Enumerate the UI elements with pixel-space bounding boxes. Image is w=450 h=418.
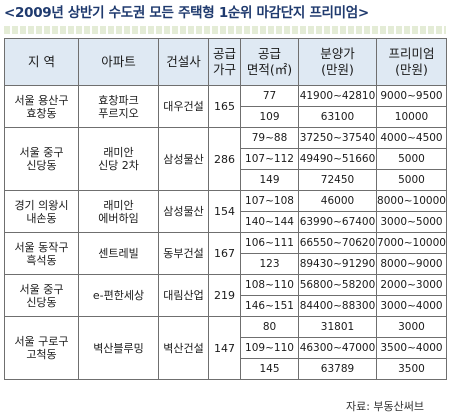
area-cell: 109 (240, 106, 299, 128)
premium-cell: 3500 (376, 358, 447, 380)
price-cell: 46000 (298, 190, 377, 212)
area-cell: 107~112 (240, 148, 299, 170)
area-cell: 146~151 (240, 295, 299, 317)
builder-cell: 삼성물산 (158, 190, 209, 233)
table-row: 109~110 46300~47000 3500~4000 (5, 337, 447, 359)
table-row: 140~144 63990~67400 3000~5000 (5, 211, 447, 233)
apartment-cell: e-편한세상 (78, 274, 159, 317)
table-row: 145 63789 3500 (5, 358, 447, 380)
area-cell: 79~88 (240, 127, 299, 149)
table-body: 서울 용산구 효창동 효창파크 푸르지오 대우건설 165 77 41900~42810 900… (4, 85, 447, 380)
apartment-cell: 센트레빌 (78, 232, 159, 275)
price-cell: 63100 (298, 106, 377, 128)
builder-cell: 벽산건설 (158, 316, 209, 380)
decorative-rule (4, 26, 446, 34)
area-cell: 109~110 (240, 337, 299, 359)
region-cell: 서울 동작구 흑석동 (4, 232, 79, 275)
premium-cell: 10000 (376, 106, 447, 128)
header-builder: 건설사 (158, 38, 209, 86)
apartment-cell: 래미안 신당 2차 (78, 127, 159, 191)
area-cell: 80 (240, 316, 299, 338)
region-cell: 서울 용산구 효창동 (4, 85, 79, 128)
builder-cell: 동부건설 (158, 232, 209, 275)
price-cell: 89430~91290 (298, 253, 377, 275)
header-region: 지 역 (4, 38, 79, 86)
area-cell: 145 (240, 358, 299, 380)
price-cell: 46300~47000 (298, 337, 377, 359)
premium-table: 지 역 아파트 건설사 공급 가구 공급 면적(㎡) 분양가 (만원) 프리미엄 (만원) 서울 용… (4, 38, 447, 380)
premium-cell: 8000~10000 (376, 190, 447, 212)
area-cell: 107~108 (240, 190, 299, 212)
premium-cell: 9000~9500 (376, 85, 447, 107)
units-cell: 167 (208, 232, 241, 275)
apartment-cell: 래미안 에버하임 (78, 190, 159, 233)
table-row: 서울 중구 신당동 e-편한세상 대림산업 219 108~110 56800~58200 2… (4, 274, 447, 317)
premium-cell: 4000~4500 (376, 127, 447, 149)
header-row: 지 역 아파트 건설사 공급 가구 공급 면적(㎡) 분양가 (만원) 프리미엄 (만원) (4, 38, 447, 86)
premium-cell: 8000~9000 (376, 253, 447, 275)
units-cell: 219 (208, 274, 241, 317)
units-cell: 286 (208, 127, 241, 191)
premium-cell: 3000 (376, 316, 447, 338)
price-cell: 84400~88300 (298, 295, 377, 317)
price-cell: 66550~70620 (298, 232, 377, 254)
table-row: 서울 중구 신당동 래미안 신당 2차 삼성물산 286 79~88 37250~37540 4… (4, 127, 447, 191)
header-price: 분양가 (만원) (298, 38, 377, 86)
area-cell: 108~110 (240, 274, 299, 296)
table-row: 경기 의왕시 내손동 래미안 에버하임 삼성물산 154 107~108 46000 8000~… (4, 190, 447, 233)
premium-cell: 3500~4000 (376, 337, 447, 359)
apartment-cell: 효창파크 푸르지오 (78, 85, 159, 128)
premium-cell: 5000 (376, 148, 447, 170)
price-cell: 72450 (298, 169, 377, 191)
area-cell: 149 (240, 169, 299, 191)
builder-cell: 대우건설 (158, 85, 209, 128)
table-row: 146~151 84400~88300 3000~4000 (5, 295, 447, 317)
premium-cell: 7000~10000 (376, 232, 447, 254)
premium-cell: 3000~4000 (376, 295, 447, 317)
price-cell: 31801 (298, 316, 377, 338)
builder-cell: 대림산업 (158, 274, 209, 317)
units-cell: 154 (208, 190, 241, 233)
price-cell: 63990~67400 (298, 211, 377, 233)
price-cell: 49490~51660 (298, 148, 377, 170)
region-cell: 서울 중구 신당동 (4, 127, 79, 191)
header-area: 공급 면적(㎡) (240, 38, 299, 86)
header-apartment: 아파트 (78, 38, 159, 86)
units-cell: 165 (208, 85, 241, 128)
area-cell: 140~144 (240, 211, 299, 233)
price-cell: 41900~42810 (298, 85, 377, 107)
region-cell: 서울 중구 신당동 (4, 274, 79, 317)
region-cell: 경기 의왕시 내손동 (4, 190, 79, 233)
table-row: 서울 구로구 고척동 벽산블루밍 벽산건설 147 80 31801 3000 (4, 316, 447, 380)
header-premium: 프리미엄 (만원) (376, 38, 447, 86)
premium-cell: 3000~5000 (376, 211, 447, 233)
area-cell: 77 (240, 85, 299, 107)
apartment-cell: 벽산블루밍 (78, 316, 159, 380)
premium-cell: 2000~3000 (376, 274, 447, 296)
header-units: 공급 가구 (208, 38, 241, 86)
table-row: 123 89430~91290 8000~9000 (5, 253, 447, 275)
region-cell: 서울 구로구 고척동 (4, 316, 79, 380)
table-row: 서울 용산구 효창동 효창파크 푸르지오 대우건설 165 77 41900~42810 900… (4, 85, 447, 128)
area-cell: 106~111 (240, 232, 299, 254)
area-cell: 123 (240, 253, 299, 275)
document-title: <2009년 상반기 수도권 모든 주택형 1순위 마감단지 프리미엄> (4, 5, 369, 21)
price-cell: 63789 (298, 358, 377, 380)
price-cell: 56800~58200 (298, 274, 377, 296)
price-cell: 37250~37540 (298, 127, 377, 149)
table-row: 107~112 49490~51660 5000 (5, 148, 447, 170)
premium-cell: 5000 (376, 169, 447, 191)
source-note: 자료: 부동산써브 (345, 400, 424, 413)
builder-cell: 삼성물산 (158, 127, 209, 191)
units-cell: 147 (208, 316, 241, 380)
table-row: 서울 동작구 흑석동 센트레빌 동부건설 167 106~111 66550~70620 70… (4, 232, 447, 275)
